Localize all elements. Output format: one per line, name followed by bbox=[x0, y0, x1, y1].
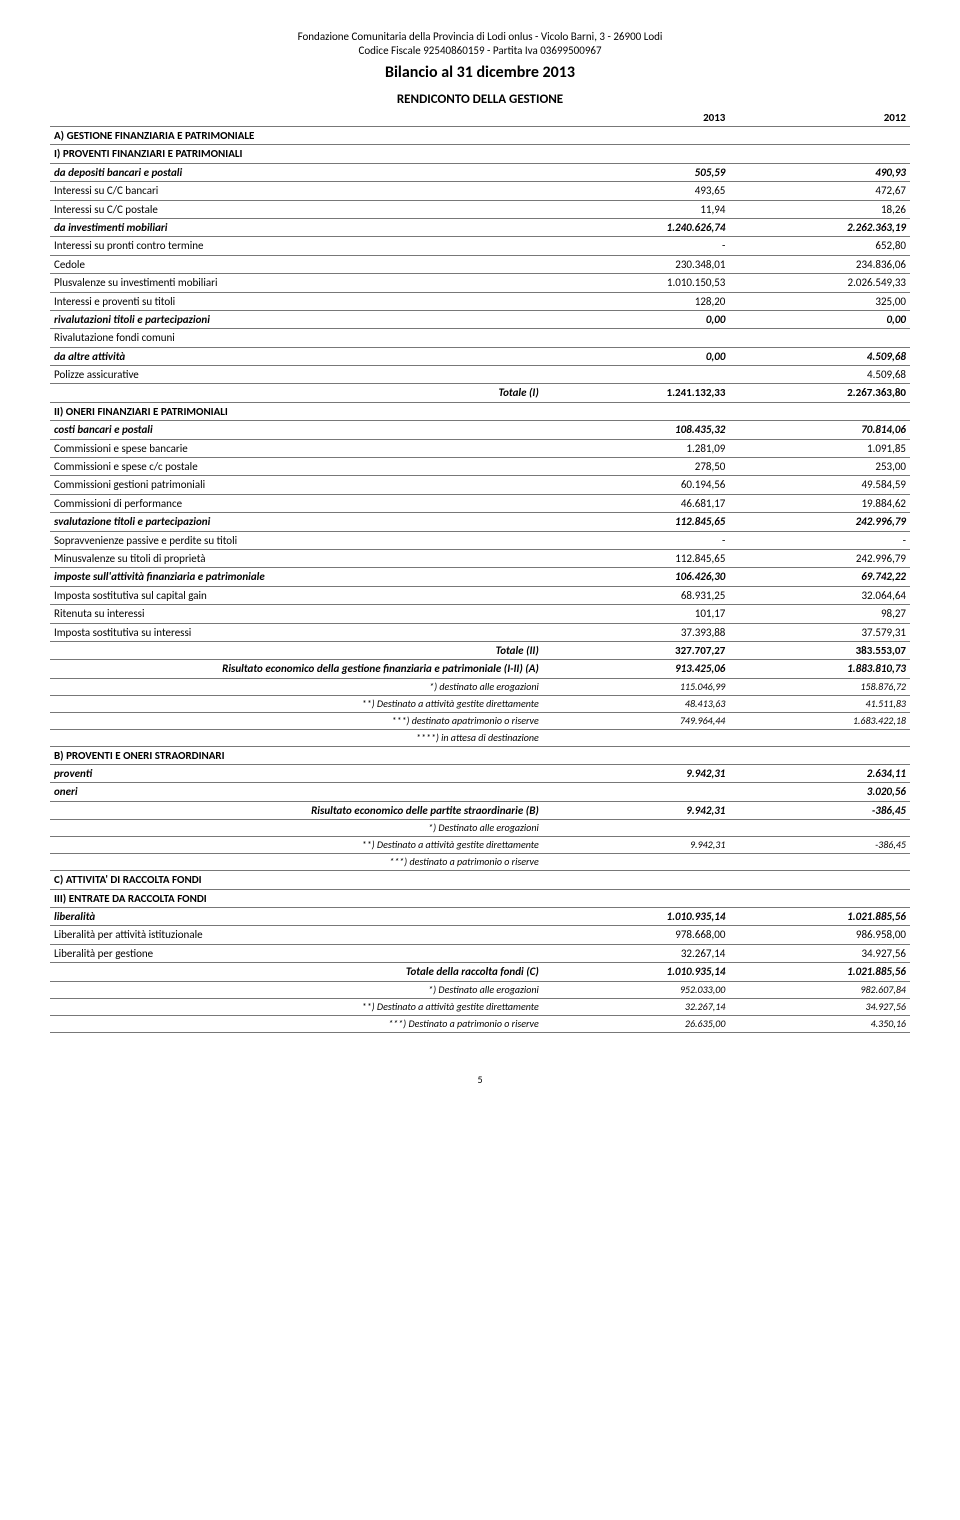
table-row: Imposta sostitutiva su interessi37.393,8… bbox=[50, 623, 910, 641]
section-a: A) GESTIONE FINANZIARIA E PATRIMONIALE bbox=[50, 126, 910, 144]
risultato-b: Risultato economico delle partite straor… bbox=[50, 801, 910, 819]
totale-ii: Totale (II) 327.707,27 383.553,07 bbox=[50, 641, 910, 659]
table-row: Interessi su pronti contro termine-652,8… bbox=[50, 237, 910, 255]
section-ii: II) ONERI FINANZIARI E PATRIMONIALI bbox=[50, 402, 910, 420]
risultato-a: Risultato economico della gestione finan… bbox=[50, 660, 910, 678]
year-2013: 2013 bbox=[549, 109, 730, 127]
table-row: Commissioni di performance46.681,1719.88… bbox=[50, 494, 910, 512]
table-row: proventi9.942,312.634,11 bbox=[50, 765, 910, 783]
section-c: C) ATTIVITA' DI RACCOLTA FONDI bbox=[50, 871, 910, 889]
table-row: Liberalità per attività istituzionale978… bbox=[50, 926, 910, 944]
table-row: Interessi e proventi su titoli128,20325,… bbox=[50, 292, 910, 310]
table-row: liberalità1.010.935,141.021.885,56 bbox=[50, 908, 910, 926]
table-row: Cedole230.348,01234.836,06 bbox=[50, 255, 910, 273]
table-row: rivalutazioni titoli e partecipazioni0,0… bbox=[50, 310, 910, 328]
table-row: Commissioni e spese c/c postale278,50253… bbox=[50, 458, 910, 476]
table-row: ***) destinato a patrimonio o riserve bbox=[50, 854, 910, 871]
table-row: Interessi su C/C bancari493,65472,67 bbox=[50, 182, 910, 200]
table-row: **) Destinato a attività gestite diretta… bbox=[50, 837, 910, 854]
table-row: Rivalutazione fondi comuni bbox=[50, 329, 910, 347]
doc-subtitle: RENDICONTO DELLA GESTIONE bbox=[50, 92, 910, 107]
section-i: I) PROVENTI FINANZIARI E PATRIMONIALI bbox=[50, 145, 910, 163]
header-line-2: Codice Fiscale 92540860159 - Partita Iva… bbox=[50, 44, 910, 58]
table-row: **) Destinato a attività gestite diretta… bbox=[50, 998, 910, 1015]
table-row: Minusvalenze su titoli di proprietà112.8… bbox=[50, 549, 910, 567]
doc-title: Bilancio al 31 dicembre 2013 bbox=[50, 63, 910, 82]
table-row: Liberalità per gestione32.267,1434.927,5… bbox=[50, 944, 910, 962]
table-row: imposte sull'attività finanziaria e patr… bbox=[50, 568, 910, 586]
table-row: *) Destinato alle erogazioni bbox=[50, 820, 910, 837]
rendiconto-table: 2013 2012 A) GESTIONE FINANZIARIA E PATR… bbox=[50, 109, 910, 1033]
section-b: B) PROVENTI E ONERI STRAORDINARI bbox=[50, 746, 910, 764]
table-row: **) Destinato a attività gestite diretta… bbox=[50, 695, 910, 712]
table-row: costi bancari e postali108.435,3270.814,… bbox=[50, 421, 910, 439]
table-row: da altre attività0,004.509,68 bbox=[50, 347, 910, 365]
totale-i: Totale (I) 1.241.132,33 2.267.363,80 bbox=[50, 384, 910, 402]
table-row: ****) in attesa di destinazione bbox=[50, 729, 910, 746]
table-row: Sopravvenienze passive e perdite su tito… bbox=[50, 531, 910, 549]
table-row: da investimenti mobiliari1.240.626,742.2… bbox=[50, 218, 910, 236]
table-row: da depositi bancari e postali505,59490,9… bbox=[50, 163, 910, 181]
table-row: Plusvalenze su investimenti mobiliari1.0… bbox=[50, 274, 910, 292]
table-row: Polizze assicurative4.509,68 bbox=[50, 366, 910, 384]
page-number: 5 bbox=[50, 1073, 910, 1086]
table-row: Commissioni gestioni patrimoniali60.194,… bbox=[50, 476, 910, 494]
table-row: Commissioni e spese bancarie1.281,091.09… bbox=[50, 439, 910, 457]
table-row: Imposta sostitutiva sul capital gain68.9… bbox=[50, 586, 910, 604]
table-row: Ritenuta su interessi101,1798,27 bbox=[50, 605, 910, 623]
year-2012: 2012 bbox=[729, 109, 910, 127]
table-row: svalutazione titoli e partecipazioni112.… bbox=[50, 513, 910, 531]
table-row: oneri3.020,56 bbox=[50, 783, 910, 801]
totale-c: Totale della raccolta fondi (C) 1.010.93… bbox=[50, 963, 910, 981]
header-line-1: Fondazione Comunitaria della Provincia d… bbox=[50, 30, 910, 44]
table-row: Interessi su C/C postale11,9418,26 bbox=[50, 200, 910, 218]
table-row: *) Destinato alle erogazioni952.033,0098… bbox=[50, 981, 910, 998]
table-row: *) destinato alle erogazioni115.046,9915… bbox=[50, 678, 910, 695]
year-row: 2013 2012 bbox=[50, 109, 910, 127]
section-iii: III) ENTRATE DA RACCOLTA FONDI bbox=[50, 889, 910, 907]
table-row: ***) destinato apatrimonio o riserve749.… bbox=[50, 712, 910, 729]
table-row: ***) Destinato a patrimonio o riserve26.… bbox=[50, 1015, 910, 1032]
